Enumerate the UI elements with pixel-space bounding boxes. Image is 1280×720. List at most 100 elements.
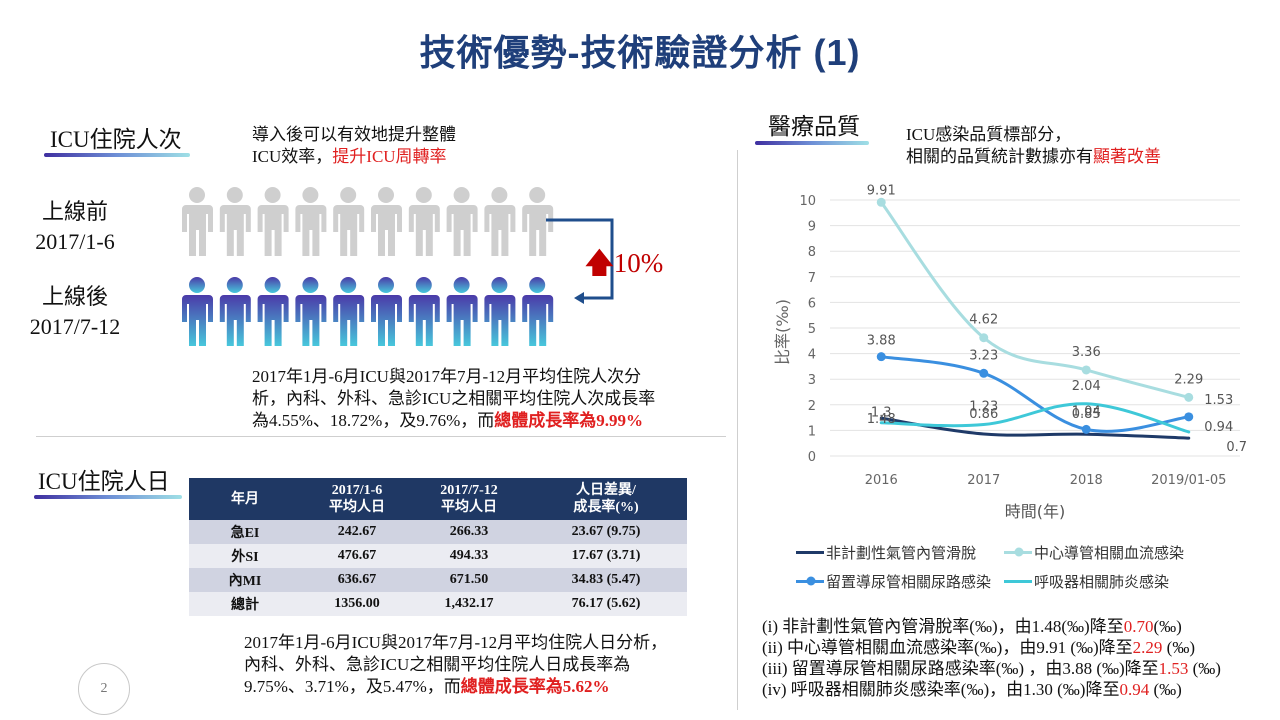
data-label: 0.7 <box>1226 440 1247 455</box>
data-label: 4.62 <box>969 313 998 328</box>
legend-item: 留置導尿管相關尿路感染 <box>826 573 992 591</box>
person-before-icon <box>446 187 478 256</box>
stat-highlight: 0.70 <box>1123 617 1154 636</box>
admissions-note-line2: ICU效率，提升ICU周轉率 <box>252 146 456 168</box>
admissions-note: 導入後可以有效地提升整體 ICU效率，提升ICU周轉率 <box>252 124 456 168</box>
person-before-icon <box>408 187 440 256</box>
before-period: 2017/1-6 <box>35 229 115 254</box>
patient-days-analysis-line1: 2017年1月-6月ICU與2017年7月-12月平均住院人日分析， <box>244 633 668 652</box>
x-tick-label: 2017 <box>967 473 1000 488</box>
legend-item: 中心導管相關血流感染 <box>1034 544 1185 562</box>
table-cell: 242.67 <box>301 520 413 544</box>
legend-swatch <box>1004 580 1032 583</box>
data-label: 1.48 <box>867 412 896 427</box>
y-tick-label: 7 <box>808 271 816 286</box>
table-row: 外SI 476.67 494.33 17.67 (3.71) <box>189 544 687 568</box>
legend-marker <box>806 576 816 586</box>
admissions-note-line2-prefix: ICU效率， <box>252 147 333 166</box>
quality-note: ICU感染品質標部分， 相關的品質統計數據亦有顯著改善 <box>906 124 1161 168</box>
after-label: 上線後 <box>41 284 108 309</box>
stat-text: (i) 非計劃性氣管內管滑脫率(‰)，由1.48(‰)降至 <box>762 617 1124 636</box>
patient-days-analysis-line3: 9.75%、3.71%，及5.47%，而總體成長率為5.62% <box>244 676 667 698</box>
data-point <box>979 333 989 343</box>
stat-unit: (‰) <box>1149 680 1182 699</box>
data-label: 0.94 <box>1204 420 1233 435</box>
infection-rate-chart: 0 1 2 3 4 5 6 7 8 9 10 2016 2017 2018 2019/01-05 1.48… <box>773 183 1247 521</box>
person-after-icon <box>484 277 516 346</box>
series-line <box>879 402 1191 434</box>
table-cell: 1356.00 <box>301 592 413 616</box>
table-cell: 671.50 <box>413 568 525 592</box>
data-point <box>1081 365 1091 375</box>
table-header: 年月 <box>189 478 301 520</box>
data-label: 0.85 <box>1072 407 1101 422</box>
admissions-analysis-line3: 為4.55%、18.72%，及9.76%，而總體成長率為9.99% <box>252 410 655 432</box>
comparison-arrow <box>546 218 614 304</box>
list-item: (iii) 留置導尿管相關尿路感染率(‰) ，由3.88 (‰)降至1.53 (… <box>762 658 1221 679</box>
table-row: 總計 1356.00 1,432.17 76.17 (5.62) <box>189 592 687 616</box>
data-label: 2.04 <box>1072 379 1101 394</box>
stat-text: (iv) 呼吸器相關肺炎感染率(‰)，由1.30 (‰)降至 <box>762 680 1120 699</box>
list-item: (ii) 中心導管相關血流感染率(‰)，由9.91 (‰)降至2.29 (‰) <box>762 637 1221 658</box>
stat-unit: (‰) <box>1188 659 1221 678</box>
table-row: 內MI 636.67 671.50 34.83 (5.47) <box>189 568 687 592</box>
table-cell: 23.67 (9.75) <box>525 520 687 544</box>
section-underline <box>755 141 869 145</box>
people-icons <box>182 187 554 346</box>
y-tick-label: 2 <box>808 399 816 414</box>
y-tick-label: 4 <box>808 348 816 363</box>
data-label: 1.53 <box>1204 393 1233 408</box>
section-divider <box>36 436 726 437</box>
quality-note-line2: 相關的品質統計數據亦有顯著改善 <box>906 146 1161 168</box>
person-after-icon <box>295 277 327 346</box>
data-label: 9.91 <box>867 183 896 198</box>
x-tick-label: 2019/01-05 <box>1151 473 1226 488</box>
stat-highlight: 2.29 <box>1132 638 1163 657</box>
data-label: 1.04 <box>1072 404 1101 419</box>
stat-unit: (‰) <box>1153 617 1182 636</box>
x-tick-label: 2016 <box>865 473 898 488</box>
table-cell: 494.33 <box>413 544 525 568</box>
growth-indicator: 🡅10% <box>585 248 663 279</box>
admissions-note-line1: 導入後可以有效地提升整體 <box>252 125 456 144</box>
table-cell: 476.67 <box>301 544 413 568</box>
stat-highlight: 1.53 <box>1158 659 1189 678</box>
column-divider <box>737 150 738 710</box>
data-point <box>979 368 989 378</box>
up-arrow-icon: 🡅 <box>585 246 614 279</box>
stat-text: (ii) 中心導管相關血流感染率(‰)，由9.91 (‰)降至 <box>762 638 1133 657</box>
infection-stats-list: (i) 非計劃性氣管內管滑脫率(‰)，由1.48(‰)降至0.70(‰) (ii… <box>762 616 1221 700</box>
data-point <box>1081 424 1091 434</box>
table-cell: 636.67 <box>301 568 413 592</box>
y-tick-label: 5 <box>808 322 816 337</box>
section-heading-medical-quality: 醫療品質 <box>768 114 860 139</box>
y-tick-label: 9 <box>808 220 816 235</box>
stat-highlight: 0.94 <box>1119 680 1150 699</box>
person-after-icon <box>257 277 289 346</box>
person-before-icon <box>371 187 402 256</box>
y-tick-label: 10 <box>799 194 816 209</box>
quality-note-line2-prefix: 相關的品質統計數據亦有 <box>906 147 1093 166</box>
person-before-icon <box>484 187 516 256</box>
series-line <box>879 355 1191 433</box>
before-label: 上線前 <box>41 199 108 224</box>
after-label-block: 上線後 2017/7-12 <box>10 282 140 342</box>
person-before-icon <box>257 187 289 256</box>
data-label: 1.3 <box>871 406 892 421</box>
legend-item: 非計劃性氣管內管滑脫 <box>826 544 977 562</box>
before-label-block: 上線前 2017/1-6 <box>10 197 140 257</box>
person-after-icon <box>408 277 440 346</box>
stat-text: (iii) 留置導尿管相關尿路感染率(‰) ，由3.88 (‰)降至 <box>762 659 1159 678</box>
table-cell: 76.17 (5.62) <box>525 592 687 616</box>
x-axis-label: 時間(年) <box>1005 502 1066 521</box>
table-cell: 外SI <box>189 544 301 568</box>
series-line <box>879 200 1191 399</box>
table-cell: 266.33 <box>413 520 525 544</box>
person-before-icon <box>182 187 213 256</box>
page-title: 技術優勢-技術驗證分析 (1) <box>419 32 861 73</box>
y-axis-label: 比率(‰) <box>773 299 792 365</box>
admissions-analysis: 2017年1月-6月ICU與2017年7月-12月平均住院人次分 析，內科、外科… <box>252 366 655 432</box>
admissions-analysis-line2: 析，內科、外科、急診ICU之相關平均住院人次成長率 <box>252 389 656 408</box>
legend-item: 呼吸器相關肺炎感染 <box>1034 573 1170 591</box>
data-label: 3.23 <box>969 348 998 363</box>
